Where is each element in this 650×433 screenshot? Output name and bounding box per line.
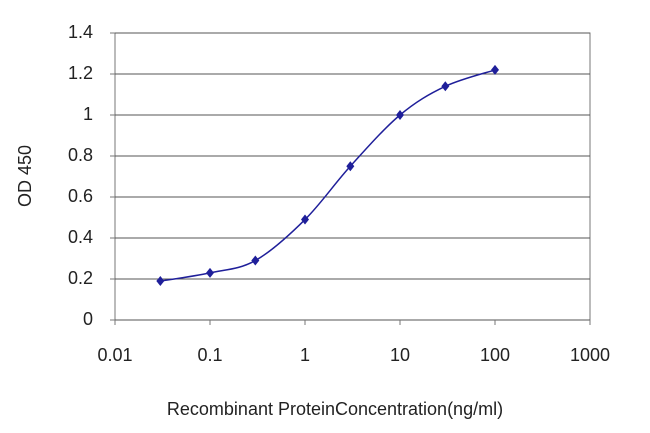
point — [396, 110, 404, 120]
x-tick-label: 1 — [300, 345, 310, 365]
point — [491, 64, 499, 75]
y-tick-label: 0.8 — [68, 145, 93, 165]
x-tick-label: 0.01 — [97, 345, 132, 365]
point — [156, 276, 165, 287]
x-axis-label: Recombinant ProteinConcentration(ng/ml) — [167, 399, 503, 419]
y-tick-label: 1 — [83, 104, 93, 124]
y-tick-label: 0.2 — [68, 268, 93, 288]
y-axis-label: OD 450 — [15, 145, 35, 207]
y-tick-label: 1.2 — [68, 63, 93, 83]
plot-area — [114, 32, 591, 321]
point — [251, 255, 260, 266]
point — [206, 267, 214, 278]
point — [301, 214, 309, 225]
y-tick-label: 0 — [83, 309, 93, 329]
x-tick-label: 1000 — [570, 345, 610, 365]
x-tick-label: 10 — [390, 345, 410, 365]
x-tick-label: 100 — [480, 345, 510, 365]
point — [346, 161, 355, 172]
point — [441, 81, 450, 92]
y-tick-label: 1.4 — [68, 22, 93, 42]
y-tick-label: 0.4 — [68, 227, 93, 247]
x-tick-label: 0.1 — [197, 345, 222, 365]
curve — [160, 69, 496, 282]
y-tick-label: 0.6 — [68, 186, 93, 206]
